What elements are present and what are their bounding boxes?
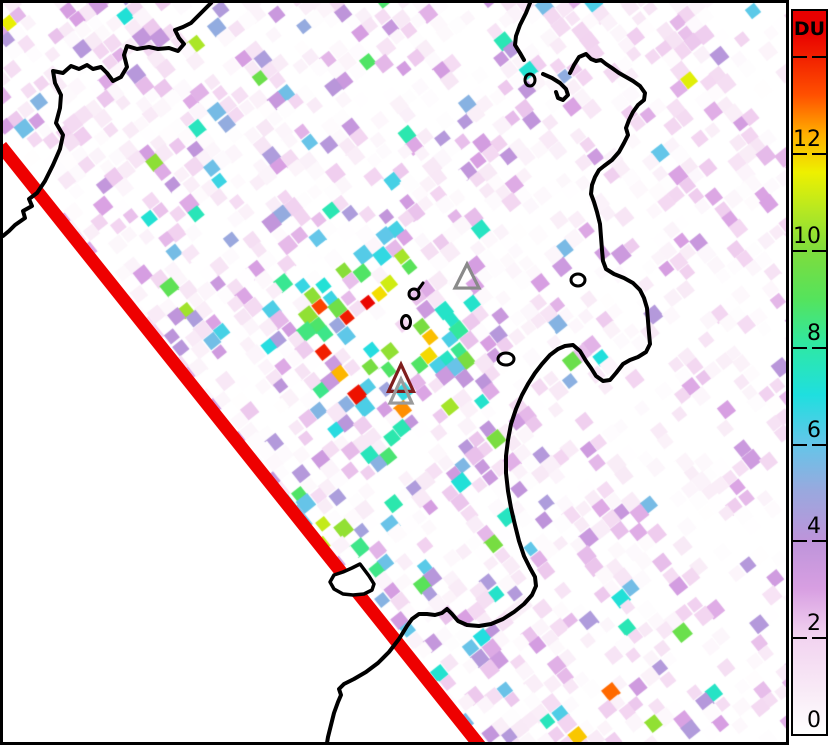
volcano-marker-dark-red: [385, 360, 417, 393]
volcano-marker-northeast: [452, 260, 482, 290]
colorbar-tick-label-4: 4: [807, 514, 821, 540]
station-ring-north: [407, 287, 421, 301]
coastline-north-spit: [541, 72, 570, 102]
colorbar: DU 0 2 4 6 8 10 12: [791, 9, 828, 736]
coastline-northwest-coast: [3, 3, 213, 238]
colorbar-tick-label-12: 12: [793, 127, 821, 153]
islet-north: [523, 72, 537, 88]
island-on-swath-edge: [328, 562, 376, 597]
islet-mid: [496, 351, 516, 367]
colorbar-tick-label-10: 10: [793, 224, 821, 249]
colorbar-tick-label-8: 8: [807, 320, 821, 346]
map-overlay: [3, 3, 652, 742]
islet-east: [569, 272, 587, 288]
colorbar-tick-label-6: 6: [807, 417, 821, 443]
station-ring-north-tail: [416, 281, 425, 292]
swath-edge-line: [3, 141, 486, 742]
colorbar-title: DU: [793, 18, 826, 40]
coastline-north-cape: [513, 3, 532, 62]
station-ring-south: [400, 314, 412, 330]
colorbar-tick-label-0: 0: [807, 708, 821, 733]
volcano-marker-gray: [387, 375, 415, 405]
colorbar-tick-label-2: 2: [807, 611, 821, 637]
map-plot-area: [0, 0, 789, 745]
coastline-east-landmass-and-bay: [325, 52, 652, 742]
